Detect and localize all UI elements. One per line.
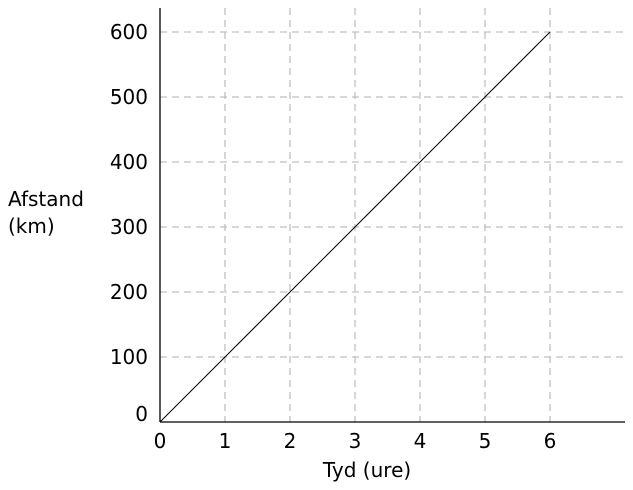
x-tick-label-0: 0 [154, 429, 167, 453]
x-tick-label-2: 2 [284, 429, 297, 453]
x-tick-label-3: 3 [349, 429, 362, 453]
y-tick-label-200: 200 [110, 280, 148, 304]
x-tick-label-6: 6 [544, 429, 557, 453]
axes [159, 8, 625, 423]
y-axis-title-line-1: Afstand [8, 187, 84, 211]
grid [160, 8, 625, 422]
series-line-0 [159, 31, 551, 423]
y-tick-label-600: 600 [110, 20, 148, 44]
x-tick-label-5: 5 [479, 429, 492, 453]
y-tick-label-100: 100 [110, 345, 148, 369]
y-tick-label-400: 400 [110, 150, 148, 174]
y-tick-label-300: 300 [110, 215, 148, 239]
series-group [159, 31, 551, 423]
y-tick-label-500: 500 [110, 85, 148, 109]
x-tick-label-4: 4 [414, 429, 427, 453]
y-axis-title-line-2: (km) [8, 214, 55, 238]
x-tick-label-1: 1 [219, 429, 232, 453]
x-axis-title: Tyd (ure) [322, 458, 411, 482]
y-tick-labels: 0 100 200 300 400 500 600 [110, 20, 148, 426]
x-tick-labels: 0 1 2 3 4 5 6 [154, 429, 557, 453]
y-tick-label-0: 0 [135, 402, 148, 426]
